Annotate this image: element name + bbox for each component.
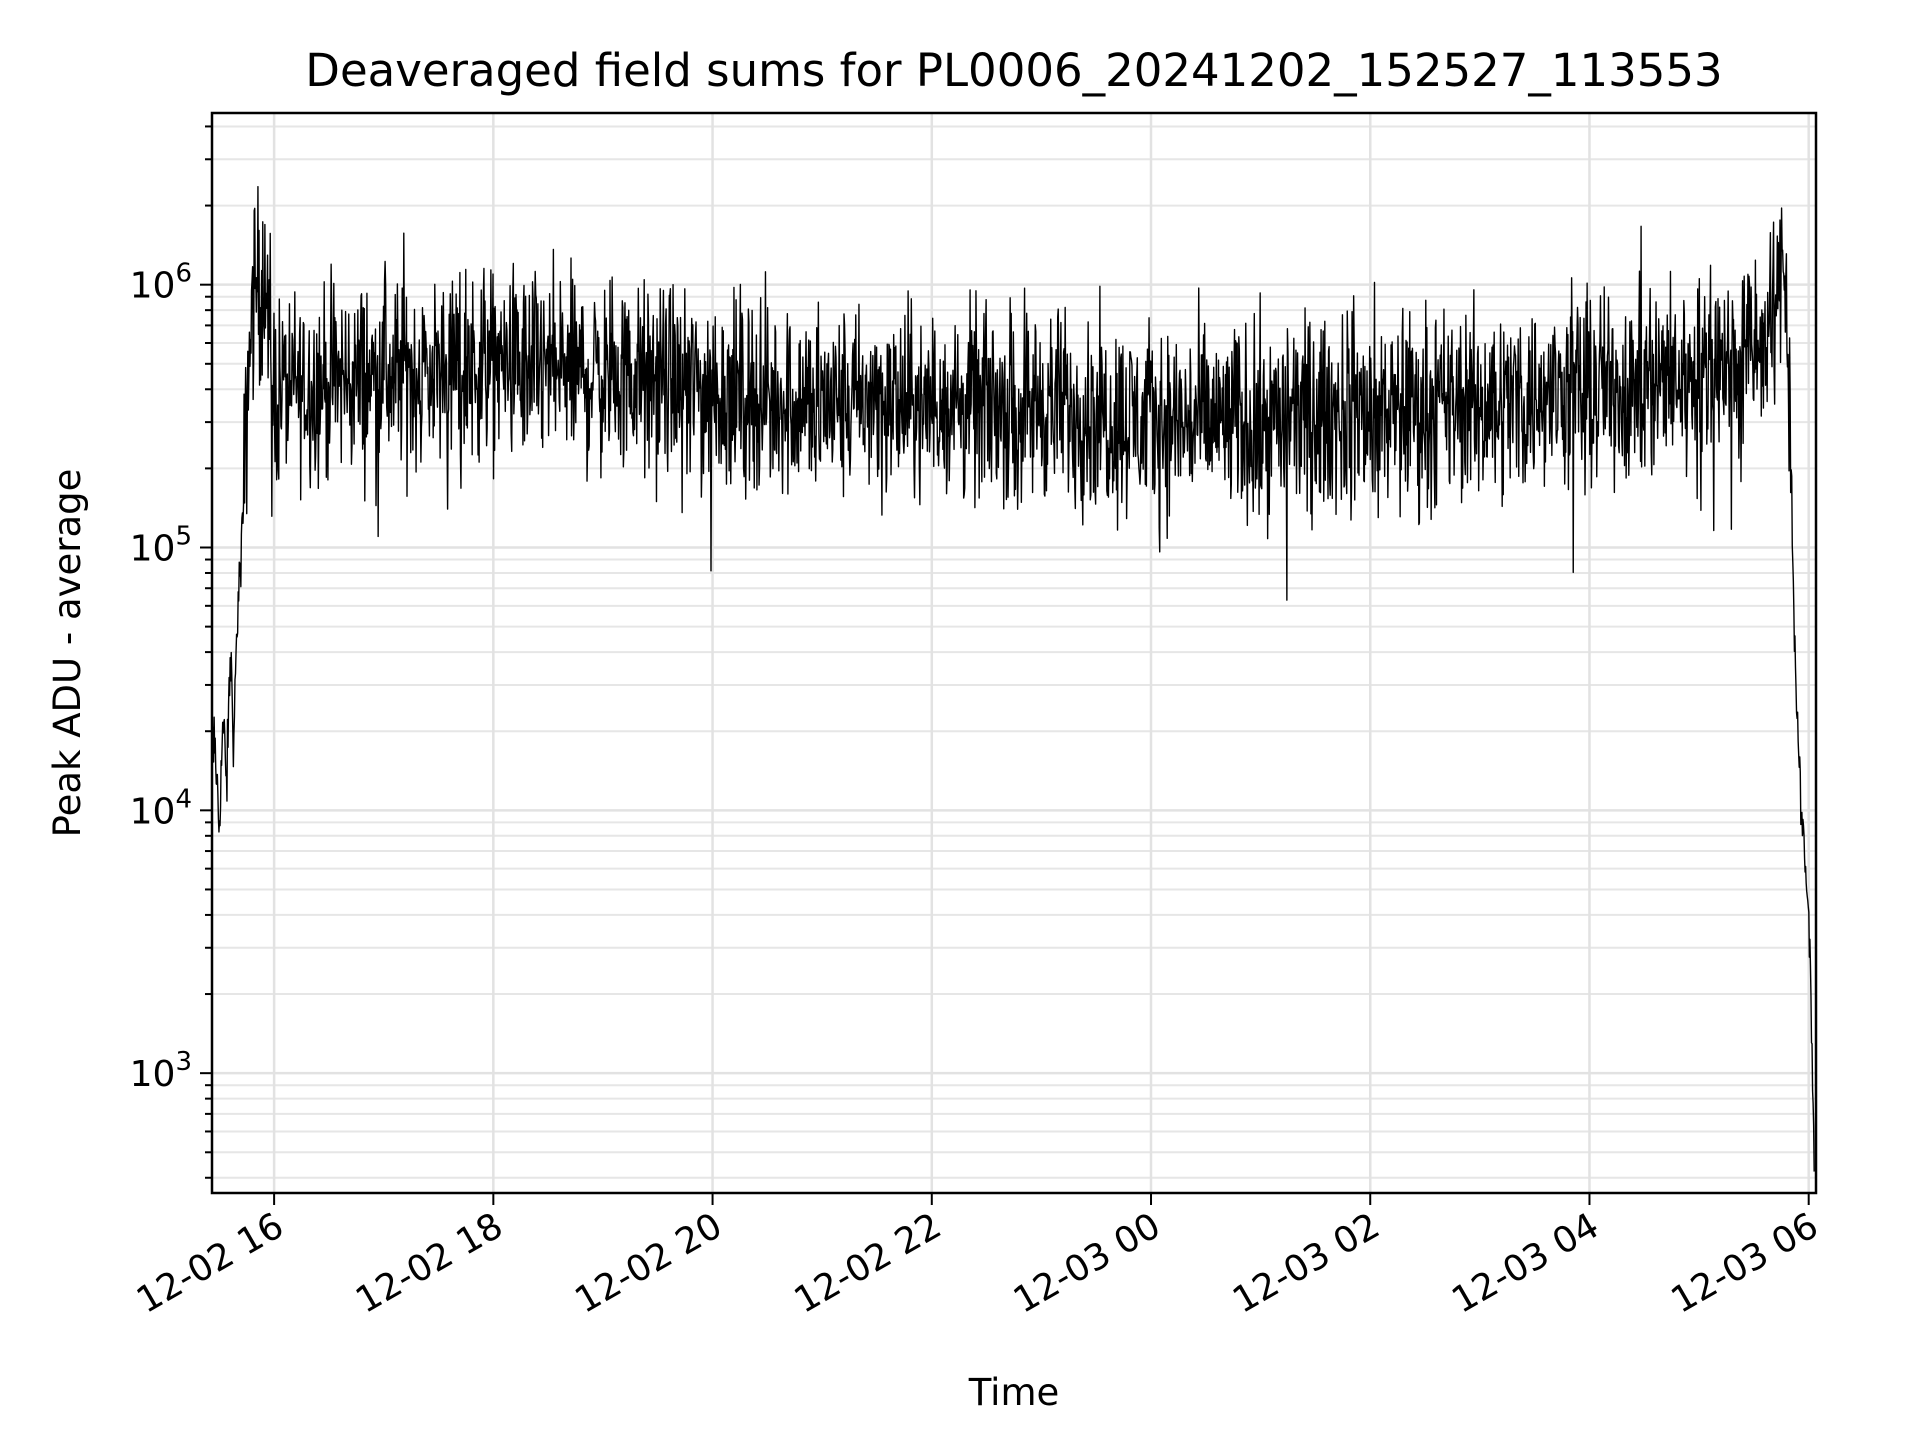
grid [212, 113, 1816, 1193]
x-tick-label: 12-03 06 [1665, 1205, 1826, 1321]
x-tick-label: 12-02 20 [568, 1205, 729, 1321]
y-tick-label: 103 [130, 1047, 192, 1095]
y-tick-label: 105 [130, 522, 192, 570]
chart-title: Deaveraged field sums for PL0006_2024120… [305, 44, 1722, 97]
y-tick-label: 104 [130, 784, 192, 832]
x-axis-label: Time [968, 1371, 1060, 1414]
x-ticks: 12-02 16 12-02 18 12-02 20 12-02 22 12-03 00… [130, 1193, 1825, 1322]
x-tick-label: 12-02 16 [130, 1205, 291, 1321]
x-tick-label: 12-03 02 [1226, 1205, 1387, 1321]
x-tick-label: 12-03 00 [1007, 1205, 1168, 1321]
x-tick-label: 12-02 18 [349, 1205, 510, 1321]
y-axis-label: Peak ADU - average [46, 469, 89, 838]
x-tick-label: 12-03 04 [1445, 1205, 1606, 1321]
x-tick-label: 12-02 22 [788, 1205, 949, 1321]
y-ticks: 103 104 105 106 [130, 125, 212, 1179]
series-line [211, 185, 1815, 1172]
series-layer [211, 185, 1815, 1172]
y-tick-label: 106 [130, 259, 192, 307]
